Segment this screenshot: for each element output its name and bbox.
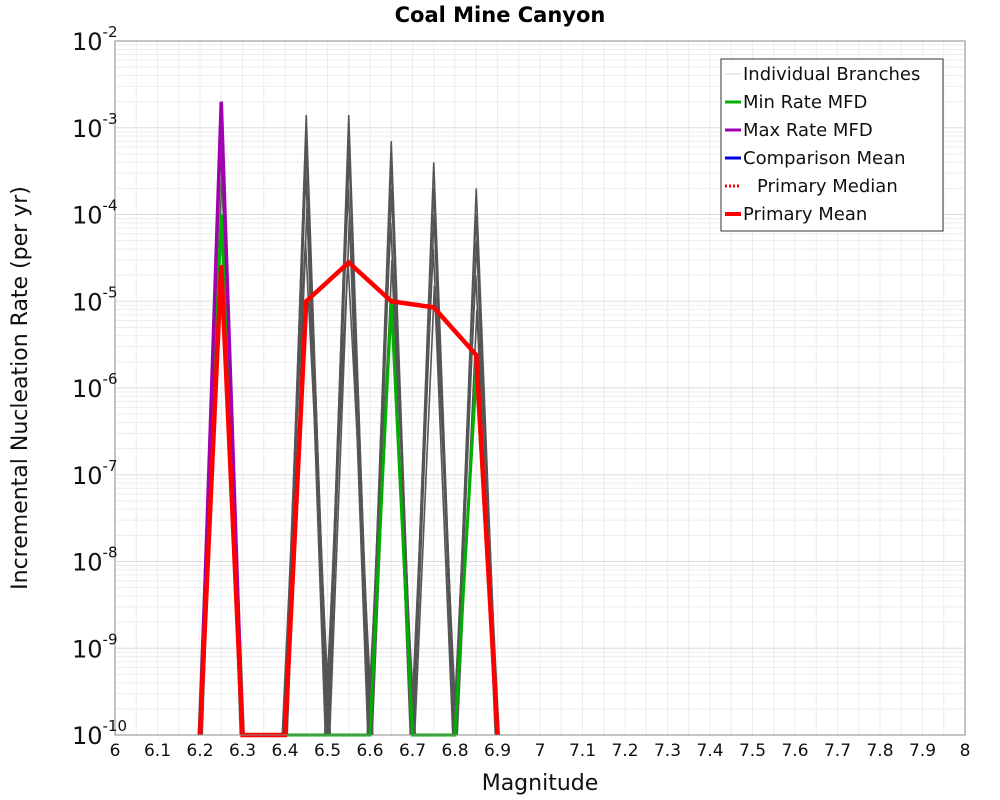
y-tick-label: 10-8 bbox=[72, 544, 118, 577]
x-tick-label: 6.7 bbox=[399, 741, 426, 761]
x-tick-label: 7.3 bbox=[654, 741, 681, 761]
y-tick-label: 10-6 bbox=[72, 370, 118, 403]
legend-label: Primary Median bbox=[757, 176, 898, 197]
y-tick-label: 10-9 bbox=[72, 630, 118, 663]
x-tick-label: 6.8 bbox=[441, 741, 468, 761]
y-tick-label: 10-4 bbox=[72, 197, 118, 230]
x-tick-label: 7.7 bbox=[824, 741, 851, 761]
x-axis-label: Magnitude bbox=[482, 771, 599, 796]
y-tick-label: 10-7 bbox=[72, 457, 118, 490]
y-tick-label: 10-5 bbox=[72, 283, 118, 316]
x-tick-label: 6.4 bbox=[271, 741, 298, 761]
branch-line bbox=[328, 218, 369, 736]
branch-line bbox=[412, 214, 455, 736]
legend-label: Max Rate MFD bbox=[743, 120, 873, 141]
y-tick-label: 10-2 bbox=[72, 23, 118, 56]
plot-frame bbox=[114, 40, 966, 736]
x-tick-label: 7 bbox=[535, 741, 546, 761]
legend-box bbox=[720, 58, 944, 232]
x-tick-label: 7.2 bbox=[611, 741, 638, 761]
legend-label: Min Rate MFD bbox=[743, 92, 867, 113]
series-max-rate-mfd bbox=[198, 101, 245, 736]
branch-line bbox=[452, 275, 500, 736]
x-tick-label: 6.5 bbox=[314, 741, 341, 761]
legend-label: Comparison Mean bbox=[743, 148, 906, 169]
series-lines bbox=[197, 101, 500, 738]
x-tick-label: 7.5 bbox=[739, 741, 766, 761]
x-tick-label: 6.9 bbox=[484, 741, 511, 761]
branch-line bbox=[413, 285, 454, 736]
x-tick-label: 7.8 bbox=[866, 741, 893, 761]
x-tick-label: 7.1 bbox=[569, 741, 596, 761]
x-tick-label: 8 bbox=[960, 741, 971, 761]
x-tick-labels: 6 6.1 6.2 6.3 6.4 6.5 6.6 6.7 6.8 6.9 7 7.1 7.2 7.3 7.… bbox=[110, 741, 971, 761]
x-tick-label: 7.6 bbox=[781, 741, 808, 761]
x-tick-label: 7.9 bbox=[909, 741, 936, 761]
y-tick-label: 10-3 bbox=[72, 110, 118, 143]
x-tick-label: 6.1 bbox=[144, 741, 171, 761]
x-tick-label: 6.3 bbox=[229, 741, 256, 761]
x-tick-label: 6 bbox=[110, 741, 121, 761]
grid bbox=[114, 41, 966, 736]
y-axis-label: Incremental Nucleation Rate (per yr) bbox=[8, 186, 33, 590]
x-tick-label: 6.2 bbox=[186, 741, 213, 761]
x-tick-label: 7.4 bbox=[696, 741, 723, 761]
x-tick-label: 6.6 bbox=[356, 741, 383, 761]
y-tick-label: 10-10 bbox=[72, 717, 127, 750]
legend: Individual Branches Min Rate MFD Max Rate … bbox=[720, 58, 944, 232]
legend-label: Primary Mean bbox=[743, 204, 867, 225]
branch-line bbox=[323, 259, 374, 736]
chart-title: Coal Mine Canyon bbox=[395, 3, 606, 27]
branch-line bbox=[410, 248, 458, 736]
branch-line bbox=[281, 240, 332, 736]
legend-label: Individual Branches bbox=[743, 64, 920, 85]
series-primary-mean bbox=[197, 259, 500, 738]
y-tick-labels: 10-10 10-9 10-8 10-7 10-6 10-5 10-4 10-3 10-2 bbox=[72, 23, 127, 750]
